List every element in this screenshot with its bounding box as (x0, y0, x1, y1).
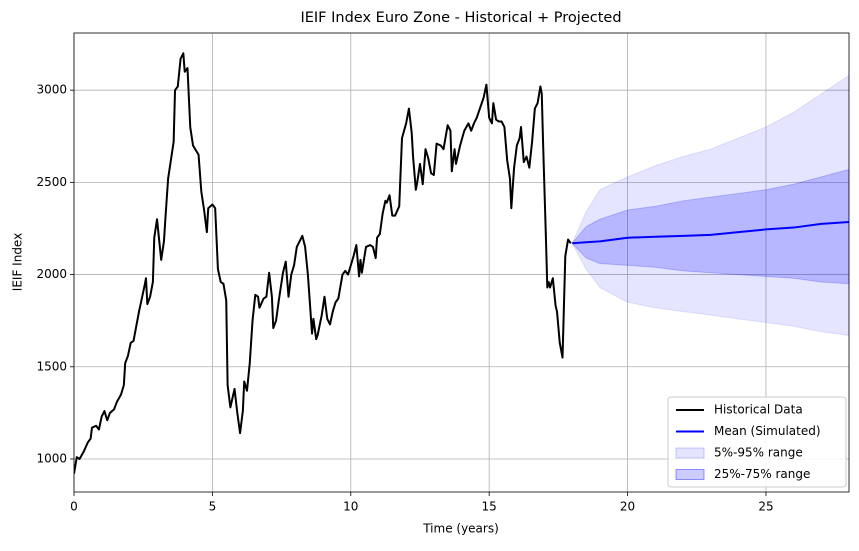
x-tick-label: 5 (209, 500, 217, 514)
x-tick-label: 15 (482, 500, 497, 514)
legend-swatch (675, 469, 705, 480)
plot-frame (73, 32, 850, 493)
chart-title: IEIF Index Euro Zone - Historical + Proj… (300, 10, 621, 26)
y-tick-label: 1500 (36, 359, 67, 373)
series-line (74, 52, 572, 474)
x-tick-label: 25 (758, 500, 773, 514)
x-axis-label: Time (years) (422, 522, 499, 536)
legend-label: Historical Data (714, 403, 803, 417)
band-area (571, 74, 849, 336)
legend-box (667, 396, 847, 488)
band-area (571, 168, 849, 285)
series-line (572, 221, 849, 245)
x-tick-label: 20 (620, 500, 635, 514)
y-tick-label: 2000 (36, 267, 67, 281)
x-tick-label: 0 (70, 500, 78, 514)
legend-label: 5%-95% range (714, 446, 803, 460)
x-tick-label: 10 (343, 500, 358, 514)
plot-area (74, 52, 849, 474)
legend-label: Mean (Simulated) (714, 424, 821, 438)
y-axis-label: IEIF Index (11, 233, 25, 291)
legend-swatch (675, 447, 705, 459)
legend-label: 25%-75% range (714, 467, 810, 481)
y-tick-label: 2500 (36, 175, 67, 189)
y-tick-label: 1000 (36, 451, 67, 465)
y-tick-label: 3000 (36, 83, 67, 97)
